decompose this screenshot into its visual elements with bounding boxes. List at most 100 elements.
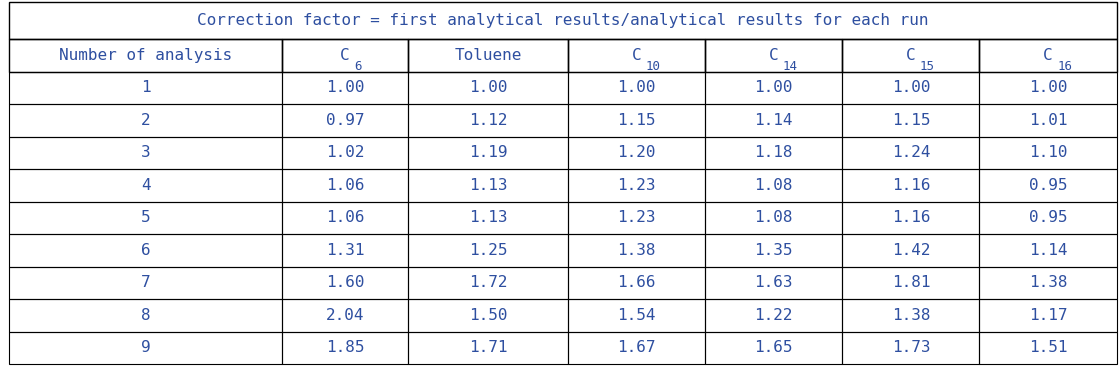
Text: C: C (906, 48, 916, 63)
Text: 0.95: 0.95 (1029, 178, 1067, 193)
Bar (706, 267, 842, 299)
Text: C: C (340, 48, 349, 63)
Bar (842, 137, 980, 169)
Text: 5: 5 (141, 210, 150, 225)
Bar (408, 202, 568, 234)
Text: 1.08: 1.08 (755, 178, 793, 193)
Bar (842, 332, 980, 364)
Text: 1.16: 1.16 (892, 178, 931, 193)
Text: 1.06: 1.06 (326, 178, 364, 193)
Bar (842, 234, 980, 267)
Text: Toluene: Toluene (454, 48, 522, 63)
Bar (842, 72, 980, 104)
Text: 1.10: 1.10 (1029, 145, 1067, 160)
Bar (282, 39, 408, 72)
Bar (980, 39, 1117, 72)
Bar (980, 72, 1117, 104)
Text: 2.04: 2.04 (326, 308, 364, 323)
Text: 1.19: 1.19 (468, 145, 507, 160)
Bar (408, 332, 568, 364)
Bar (408, 267, 568, 299)
Bar (842, 104, 980, 137)
Text: 1.01: 1.01 (1029, 113, 1067, 128)
Bar (568, 299, 706, 332)
Text: 1.67: 1.67 (617, 340, 656, 355)
Bar (706, 234, 842, 267)
Text: 1.15: 1.15 (617, 113, 656, 128)
Text: 1.54: 1.54 (617, 308, 656, 323)
Text: 1.72: 1.72 (468, 276, 507, 291)
Text: 1.73: 1.73 (892, 340, 931, 355)
Text: 1.66: 1.66 (617, 276, 656, 291)
Text: 1.81: 1.81 (892, 276, 931, 291)
Text: 1.50: 1.50 (468, 308, 507, 323)
Text: 1.13: 1.13 (468, 178, 507, 193)
Bar (980, 234, 1117, 267)
Text: 1.85: 1.85 (326, 340, 364, 355)
Text: 6: 6 (141, 243, 150, 258)
Bar (706, 169, 842, 202)
Bar (9, 267, 282, 299)
Text: 1.42: 1.42 (892, 243, 931, 258)
Bar (282, 137, 408, 169)
Text: 1.38: 1.38 (1029, 276, 1067, 291)
Text: C: C (632, 48, 642, 63)
Text: C: C (769, 48, 778, 63)
Text: 1.14: 1.14 (1029, 243, 1067, 258)
Text: 1.65: 1.65 (755, 340, 793, 355)
Bar (568, 169, 706, 202)
Text: 1.35: 1.35 (755, 243, 793, 258)
Bar (282, 104, 408, 137)
Text: 1.38: 1.38 (617, 243, 656, 258)
Bar (568, 234, 706, 267)
Text: 0.95: 0.95 (1029, 210, 1067, 225)
Text: 1: 1 (141, 81, 150, 96)
Bar (408, 137, 568, 169)
Text: 1.14: 1.14 (755, 113, 793, 128)
Text: 1.00: 1.00 (617, 81, 656, 96)
Bar (706, 39, 842, 72)
Text: 1.23: 1.23 (617, 178, 656, 193)
Bar (980, 299, 1117, 332)
Bar (408, 72, 568, 104)
Text: 1.22: 1.22 (755, 308, 793, 323)
Text: 1.23: 1.23 (617, 210, 656, 225)
Bar (9, 137, 282, 169)
Text: 14: 14 (783, 60, 797, 73)
Bar (980, 104, 1117, 137)
Bar (980, 267, 1117, 299)
Bar (408, 39, 568, 72)
Bar (282, 234, 408, 267)
Text: 1.17: 1.17 (1029, 308, 1067, 323)
Text: 1.08: 1.08 (755, 210, 793, 225)
Text: Correction factor = first analytical results/analytical results for each run: Correction factor = first analytical res… (197, 13, 928, 28)
Text: 1.20: 1.20 (617, 145, 656, 160)
Bar (9, 169, 282, 202)
Bar (568, 137, 706, 169)
Bar (568, 72, 706, 104)
Text: 1.00: 1.00 (468, 81, 507, 96)
Bar (568, 39, 706, 72)
Bar (282, 72, 408, 104)
Bar (9, 104, 282, 137)
Bar (706, 299, 842, 332)
Bar (980, 137, 1117, 169)
Text: 3: 3 (141, 145, 150, 160)
Text: 1.51: 1.51 (1029, 340, 1067, 355)
Bar (568, 267, 706, 299)
Bar (568, 332, 706, 364)
Bar (706, 137, 842, 169)
Bar (842, 267, 980, 299)
Bar (282, 299, 408, 332)
Bar (980, 332, 1117, 364)
Bar (980, 169, 1117, 202)
Bar (9, 72, 282, 104)
Text: 1.24: 1.24 (892, 145, 931, 160)
Text: 1.00: 1.00 (326, 81, 364, 96)
Bar (282, 169, 408, 202)
Bar (706, 202, 842, 234)
Bar (282, 267, 408, 299)
Text: 1.18: 1.18 (755, 145, 793, 160)
Bar (568, 104, 706, 137)
Text: 4: 4 (141, 178, 150, 193)
